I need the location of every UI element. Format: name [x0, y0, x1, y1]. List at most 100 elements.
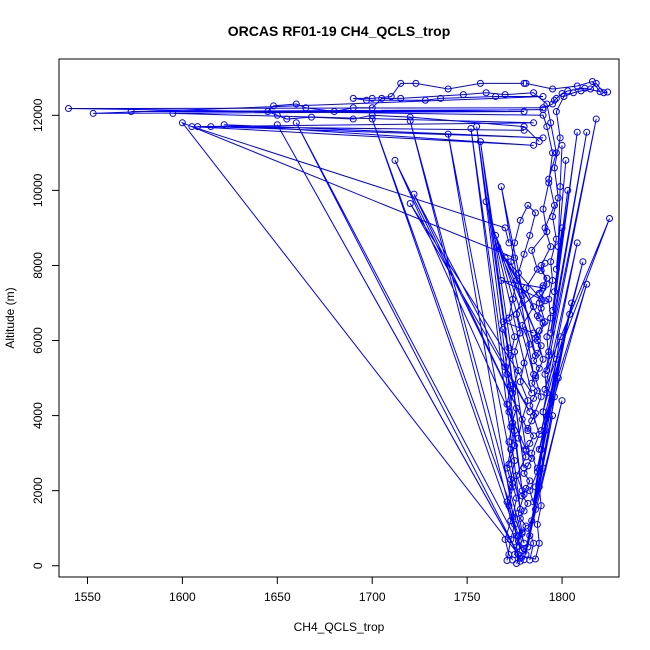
data-point — [410, 190, 418, 198]
series-8 — [499, 79, 612, 563]
data-point — [530, 432, 538, 440]
data-point — [535, 138, 543, 146]
data-point — [562, 156, 570, 164]
data-point — [494, 243, 502, 251]
data-point — [509, 483, 517, 491]
data-point — [550, 201, 558, 209]
x-tick-label: 1550 — [74, 590, 101, 604]
data-point — [558, 224, 566, 232]
data-point — [526, 231, 534, 239]
data-point — [541, 385, 549, 393]
y-tick-label: 6000 — [31, 327, 45, 354]
data-point — [497, 276, 505, 284]
data-point — [505, 344, 513, 352]
data-point — [302, 104, 310, 112]
data-point — [507, 382, 515, 390]
data-point — [550, 393, 558, 401]
data-point — [501, 254, 509, 262]
data-point — [476, 138, 484, 146]
data-point — [560, 93, 568, 101]
data-point — [509, 419, 517, 427]
data-point — [550, 96, 558, 104]
data-point — [552, 108, 560, 116]
data-point — [535, 314, 543, 322]
data-point — [539, 355, 547, 363]
data-point — [550, 164, 558, 172]
data-point — [552, 265, 560, 273]
data-point — [526, 402, 534, 410]
data-point — [533, 387, 541, 395]
data-point — [482, 89, 490, 97]
data-point — [476, 79, 484, 87]
data-point — [531, 409, 539, 417]
data-point — [507, 475, 515, 483]
data-point — [552, 94, 560, 102]
data-point — [530, 141, 538, 149]
data-point — [587, 85, 595, 93]
data-point — [503, 498, 511, 506]
data-point — [539, 134, 547, 142]
data-point — [537, 304, 545, 312]
data-point — [512, 404, 520, 412]
data-point — [535, 483, 543, 491]
data-point — [539, 319, 547, 327]
data-point — [539, 205, 547, 213]
data-point — [511, 550, 519, 558]
data-point — [505, 314, 513, 322]
data-point — [514, 367, 522, 375]
data-point — [543, 333, 551, 341]
y-axis: 0 2000 4000 6000 8000 10000 12000 — [31, 98, 60, 569]
data-point — [509, 513, 517, 521]
data-point — [577, 87, 585, 95]
data-point — [554, 374, 562, 382]
series-2 — [89, 79, 547, 247]
data-point — [518, 492, 526, 500]
data-point — [188, 123, 196, 131]
data-point — [64, 105, 72, 113]
data-point — [573, 128, 581, 136]
data-point — [556, 134, 564, 142]
data-point — [528, 379, 536, 387]
data-point — [549, 412, 557, 420]
data-point — [526, 477, 534, 485]
data-point — [273, 121, 281, 129]
data-point — [526, 487, 534, 495]
series-line — [180, 118, 545, 559]
data-point — [273, 111, 281, 119]
series-layer — [64, 78, 614, 567]
data-point — [535, 364, 543, 372]
data-point — [539, 106, 547, 114]
data-point — [459, 91, 467, 99]
data-point — [524, 201, 532, 209]
data-point — [531, 483, 539, 491]
data-point — [592, 115, 600, 123]
data-point — [518, 291, 526, 299]
data-point — [207, 123, 215, 131]
data-point — [522, 484, 530, 492]
data-point — [566, 310, 574, 318]
data-point — [307, 113, 315, 121]
data-point — [406, 200, 414, 208]
data-point — [568, 299, 576, 307]
data-point — [528, 449, 536, 457]
data-point — [549, 213, 557, 221]
data-point — [530, 303, 538, 311]
x-tick-label: 1750 — [454, 590, 481, 604]
data-point — [550, 288, 558, 296]
data-point — [516, 216, 524, 224]
data-point — [499, 325, 507, 333]
series-3 — [178, 115, 547, 562]
data-point — [528, 417, 536, 425]
data-point — [509, 295, 517, 303]
data-point — [516, 505, 524, 513]
data-point — [512, 494, 520, 502]
series-line — [504, 204, 537, 561]
data-point — [539, 464, 547, 472]
data-point — [564, 186, 572, 194]
data-point — [473, 123, 481, 131]
series-line — [523, 118, 610, 560]
series-line — [68, 80, 602, 562]
data-point — [391, 156, 399, 164]
data-point — [524, 499, 532, 507]
